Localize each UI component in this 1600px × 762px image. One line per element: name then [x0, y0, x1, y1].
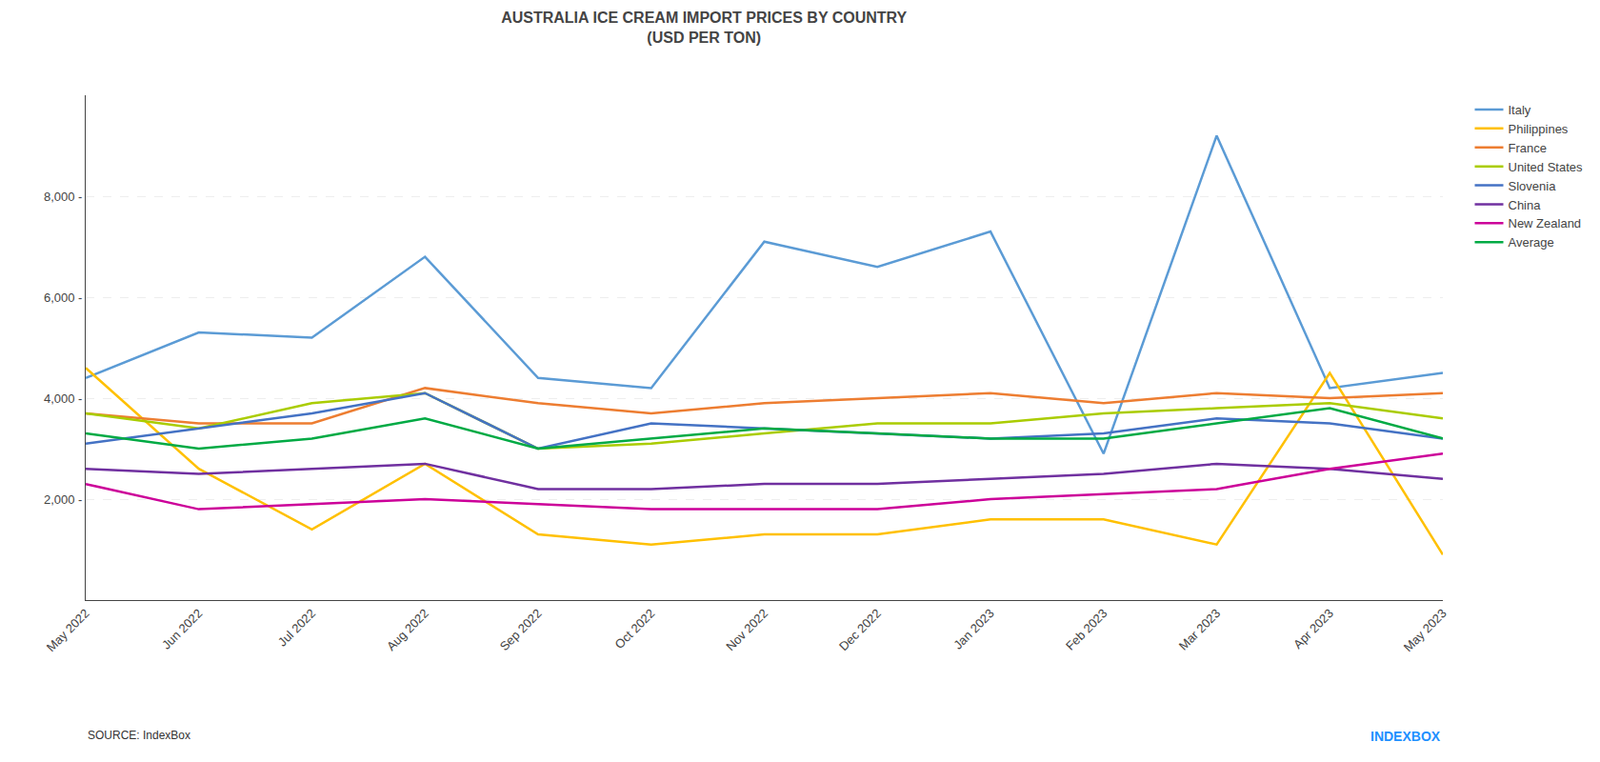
- svg-text:4,000 -: 4,000 -: [43, 391, 82, 406]
- svg-text:Jan 2023: Jan 2023: [950, 605, 997, 652]
- svg-text:Sep 2022: Sep 2022: [497, 605, 545, 654]
- svg-text:New Zealand: New Zealand: [1508, 216, 1582, 231]
- svg-text:Apr 2023: Apr 2023: [1290, 605, 1337, 652]
- svg-text:8,000 -: 8,000 -: [43, 189, 82, 204]
- svg-text:Aug 2022: Aug 2022: [383, 605, 432, 654]
- svg-text:Slovenia: Slovenia: [1508, 179, 1558, 194]
- svg-text:Philippines: Philippines: [1508, 121, 1569, 137]
- svg-text:France: France: [1508, 140, 1547, 156]
- svg-text:Nov 2022: Nov 2022: [722, 605, 771, 654]
- svg-text:Oct 2022: Oct 2022: [612, 605, 659, 652]
- svg-text:Feb 2023: Feb 2023: [1062, 605, 1110, 653]
- svg-text:Mar 2023: Mar 2023: [1176, 605, 1223, 653]
- svg-text:INDEXBOX: INDEXBOX: [1370, 728, 1441, 744]
- svg-text:Average: Average: [1508, 235, 1555, 250]
- svg-text:May 2022: May 2022: [43, 605, 93, 655]
- svg-text:6,000 -: 6,000 -: [43, 290, 82, 305]
- svg-text:AUSTRALIA ICE CREAM IMPORT PRI: AUSTRALIA ICE CREAM IMPORT PRICES BY COU…: [500, 9, 907, 46]
- svg-text:Italy: Italy: [1508, 102, 1532, 118]
- svg-text:China: China: [1508, 198, 1542, 213]
- svg-text:Jul 2022: Jul 2022: [275, 605, 319, 649]
- svg-text:Dec 2022: Dec 2022: [836, 605, 884, 654]
- svg-text:2,000 -: 2,000 -: [43, 492, 82, 507]
- svg-text:Jun 2022: Jun 2022: [159, 605, 205, 652]
- svg-text:SOURCE: IndexBox: SOURCE: IndexBox: [87, 728, 191, 742]
- svg-text:United States: United States: [1508, 160, 1584, 175]
- svg-text:May 2023: May 2023: [1400, 605, 1450, 655]
